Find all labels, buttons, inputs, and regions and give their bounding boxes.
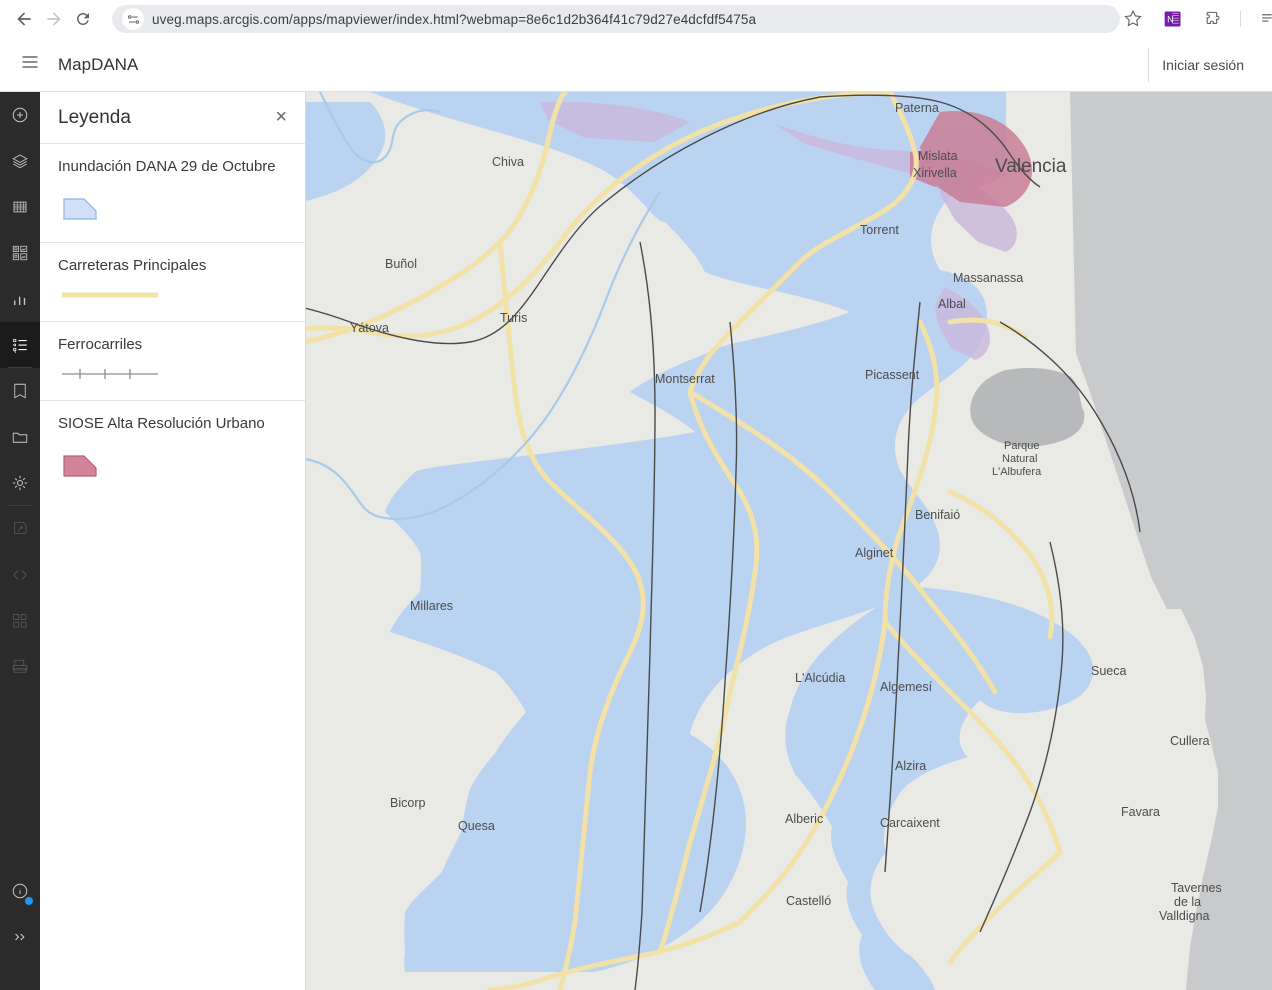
svg-text:Picassent: Picassent	[865, 368, 920, 382]
svg-text:Tavernes: Tavernes	[1171, 881, 1222, 895]
svg-text:Mislata: Mislata	[918, 149, 958, 163]
svg-text:Valldigna: Valldigna	[1159, 909, 1210, 923]
svg-text:Massanassa: Massanassa	[953, 271, 1023, 285]
svg-text:Bicorp: Bicorp	[390, 796, 425, 810]
svg-text:L'Alcúdia: L'Alcúdia	[795, 671, 845, 685]
svg-text:Albal: Albal	[938, 297, 966, 311]
svg-text:Natural: Natural	[1002, 453, 1037, 465]
svg-text:de la: de la	[1174, 895, 1201, 909]
svg-text:Castelló: Castelló	[786, 894, 831, 908]
svg-text:Quesa: Quesa	[458, 819, 495, 833]
svg-text:Carcaixent: Carcaixent	[880, 816, 940, 830]
svg-text:Cullera: Cullera	[1170, 734, 1210, 748]
svg-text:Alginet: Alginet	[855, 546, 894, 560]
svg-text:Algemesí: Algemesí	[880, 680, 933, 694]
svg-text:Sueca: Sueca	[1091, 664, 1126, 678]
svg-text:Yátova: Yátova	[350, 321, 389, 335]
svg-text:Parque: Parque	[1004, 440, 1039, 452]
svg-text:Favara: Favara	[1121, 805, 1160, 819]
svg-text:Alberic: Alberic	[785, 812, 823, 826]
svg-text:L'Albufera: L'Albufera	[992, 466, 1042, 478]
svg-text:Turis: Turis	[500, 311, 527, 325]
svg-text:Montserrat: Montserrat	[655, 372, 715, 386]
svg-text:Torrent: Torrent	[860, 223, 899, 237]
svg-text:Valencia: Valencia	[995, 156, 1067, 177]
svg-text:Benifaió: Benifaió	[915, 508, 960, 522]
svg-text:Buñol: Buñol	[385, 257, 417, 271]
svg-text:Alzira: Alzira	[895, 759, 926, 773]
svg-text:Chiva: Chiva	[492, 155, 524, 169]
svg-text:Xirivella: Xirivella	[913, 166, 957, 180]
svg-text:Millares: Millares	[410, 599, 453, 613]
svg-text:Paterna: Paterna	[895, 101, 939, 115]
